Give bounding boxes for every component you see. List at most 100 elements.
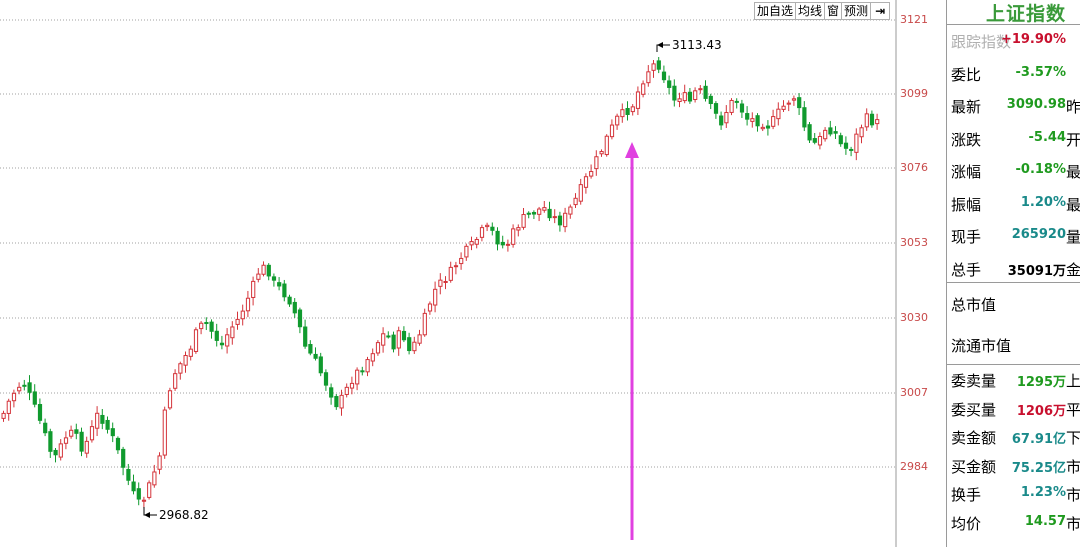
candle-body [791, 98, 797, 101]
candle-body [677, 98, 682, 102]
collapse-panel-icon[interactable]: ⇥ [870, 2, 891, 20]
candle-body [578, 184, 583, 202]
candle-body [32, 391, 37, 405]
candle-body [630, 106, 635, 113]
candle-body [609, 124, 615, 138]
candle-body [225, 334, 230, 347]
candle-body [344, 386, 349, 395]
quote-value: 67.91亿 [1011, 432, 1066, 447]
candle-body [183, 355, 188, 366]
candle-body [641, 83, 646, 95]
quote-cut-label: 市 [1066, 457, 1080, 476]
candle-body [833, 131, 838, 134]
candle-body [365, 359, 370, 373]
candle-body [105, 419, 110, 430]
candle-body [875, 119, 880, 125]
quote-value: +19.90% [1000, 32, 1066, 47]
candle-body [459, 257, 464, 265]
candle-body [349, 382, 355, 389]
candle-body [625, 108, 630, 115]
candle-body [771, 116, 776, 127]
candle-body [266, 264, 271, 277]
candle-body [823, 129, 828, 140]
candle-body [147, 482, 152, 498]
candle-body [100, 414, 105, 424]
candle-body [370, 353, 375, 362]
candle-body [407, 337, 412, 352]
candle-body [594, 156, 599, 170]
add-watchlist-button[interactable]: 加自选 [754, 2, 797, 20]
window-button[interactable]: 窗 [824, 2, 843, 20]
candle-body [557, 215, 563, 226]
candle-body [188, 348, 193, 357]
high-marker-arrow [657, 42, 663, 48]
candle-body [95, 412, 100, 429]
candle-body [604, 135, 609, 156]
quote-label: 现手 [951, 228, 982, 246]
candle-body [542, 207, 547, 211]
candle-body [37, 404, 43, 421]
candle-body [427, 303, 433, 312]
candle-body [469, 241, 474, 246]
candle-body [838, 135, 843, 145]
price-axis-tick: 2984 [900, 460, 928, 473]
quote-row: 总手 35091万金 [946, 253, 1080, 285]
quote-value: -0.18% [1015, 162, 1067, 177]
candle-body [401, 330, 407, 341]
quote-row: 涨幅 -0.18% 最 [946, 155, 1080, 187]
total-mcap-label: 总市值 [951, 296, 997, 314]
quote-row: 委卖量 1295万上 [946, 364, 1080, 396]
candle-body [843, 142, 849, 149]
quote-label: 委卖量 [951, 372, 997, 390]
annotation-arrowhead [625, 142, 639, 158]
candle-body [453, 265, 459, 268]
candle-body [526, 212, 531, 215]
candle-body [152, 471, 157, 486]
candle-body [323, 372, 329, 386]
candle-body [422, 312, 427, 336]
quote-label: 总手 [951, 260, 982, 279]
candle-body [573, 197, 578, 206]
candle-body [464, 245, 469, 258]
quote-cut-label: 下 [1066, 429, 1080, 447]
candle-body [760, 126, 765, 130]
quote-value: 3090.98 [1006, 97, 1066, 112]
candle-body [812, 138, 817, 143]
index-title: 上证指数 [986, 3, 1067, 25]
candle-body [230, 326, 235, 339]
candle-body [615, 115, 620, 126]
quote-row: 跟踪指数 +19.90% [946, 25, 1080, 57]
candle-body [235, 318, 240, 325]
avg-line-button[interactable]: 均线 [795, 2, 826, 20]
candle-body [173, 373, 178, 389]
candle-body [214, 330, 219, 341]
low-marker-arrow [144, 512, 150, 518]
candle-body [656, 60, 661, 70]
candle-body [687, 91, 693, 102]
candle-body [303, 326, 308, 347]
quote-value: 265920 [1011, 227, 1066, 242]
candle-body [240, 310, 245, 320]
quote-row: 委比 -3.57% [946, 58, 1080, 90]
quote-label: 跟踪指数 [951, 33, 1012, 51]
candle-body [739, 103, 745, 113]
candle-body [204, 322, 209, 325]
candle-body [563, 212, 568, 228]
quote-value: 1295万 [1016, 375, 1066, 390]
candle-body [84, 440, 89, 454]
chart-toolbar: 加自选 均线 窗 预测 ⇥ [754, 2, 891, 20]
candle-body [734, 100, 739, 103]
candle-body [693, 90, 698, 100]
forecast-button[interactable]: 预测 [841, 2, 872, 20]
candle-body [141, 499, 147, 502]
low-price-label: 2968.82 [159, 508, 209, 522]
quote-row: 振幅 1.20% 最 [946, 188, 1080, 220]
candle-body [589, 171, 594, 177]
price-axis-tick: 3099 [900, 87, 928, 100]
candle-body [537, 208, 542, 215]
quote-cut-label: 最 [1066, 195, 1080, 214]
candle-body [505, 243, 511, 246]
candle-body [58, 443, 63, 458]
quote-label: 振幅 [951, 195, 982, 214]
